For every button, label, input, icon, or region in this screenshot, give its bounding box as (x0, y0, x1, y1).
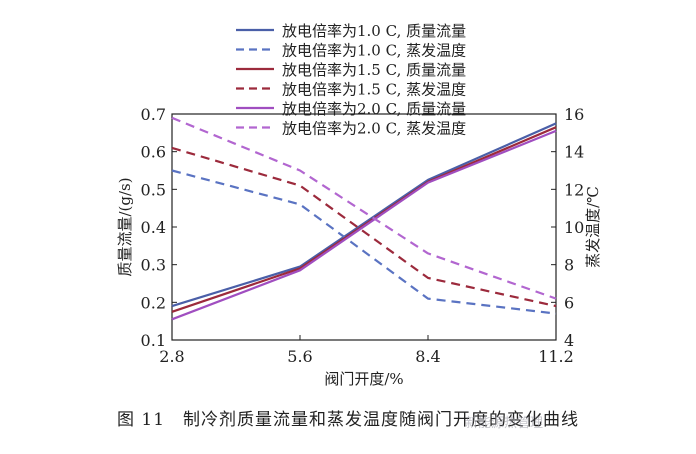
x-tick-label: 8.4 (415, 347, 440, 366)
y-tick-label: 0.2 (141, 293, 166, 312)
legend-label-2: 放电倍率为1.0 C, 蒸发温度 (282, 42, 466, 60)
y2-tick-label: 6 (564, 293, 574, 312)
x-tick-label: 2.8 (159, 347, 184, 366)
y-tick-label: 0.7 (141, 105, 166, 124)
y2-tick-label: 12 (564, 180, 584, 199)
x-tick-label: 11.2 (538, 347, 574, 366)
y-tick-label: 0.5 (141, 180, 166, 199)
y-tick-label: 0.4 (141, 218, 166, 237)
figure-caption: 图 11 制冷剂质量流量和蒸发温度随阀门开度的变化曲线 (116, 410, 580, 430)
y2-tick-label: 16 (564, 105, 584, 124)
watermark-text: 新能源热管理 (465, 416, 544, 431)
series-line-6 (171, 116, 557, 300)
legend-label-3: 放电倍率为1.5 C, 质量流量 (282, 61, 466, 79)
series-line-4 (171, 146, 557, 308)
series-layer (171, 116, 557, 321)
y2-tick-label: 8 (564, 256, 574, 275)
series-line-3 (171, 126, 557, 313)
legend-label-1: 放电倍率为1.0 C, 质量流量 (282, 22, 466, 40)
x-axis-label: 阀门开度/% (324, 370, 403, 388)
legend-label-4: 放电倍率为1.5 C, 蒸发温度 (282, 81, 466, 99)
y-axis-label: 质量流量/(g/s) (116, 177, 134, 276)
series-line-1 (171, 122, 557, 308)
y-tick-label: 0.1 (141, 331, 166, 350)
series-line-2 (171, 169, 557, 315)
y-tick-label: 0.3 (141, 256, 166, 275)
x-tick-label: 5.6 (287, 347, 312, 366)
y2-axis-label: 蒸发温度/℃ (584, 186, 602, 268)
legend-label-5: 放电倍率为2.0 C, 质量流量 (282, 100, 466, 118)
legend-label-6: 放电倍率为2.0 C, 蒸发温度 (282, 120, 466, 138)
series-line-5 (171, 129, 557, 321)
y2-tick-label: 10 (564, 218, 584, 237)
axis-layer: 0.1 0.2 0.3 0.4 0.5 0.6 0.7 4 6 8 10 12 14 16 2.8 5.6 8.… (116, 105, 602, 388)
y2-tick-label: 14 (564, 143, 584, 162)
y2-tick-label: 4 (564, 331, 574, 350)
y-tick-label: 0.6 (141, 143, 166, 162)
